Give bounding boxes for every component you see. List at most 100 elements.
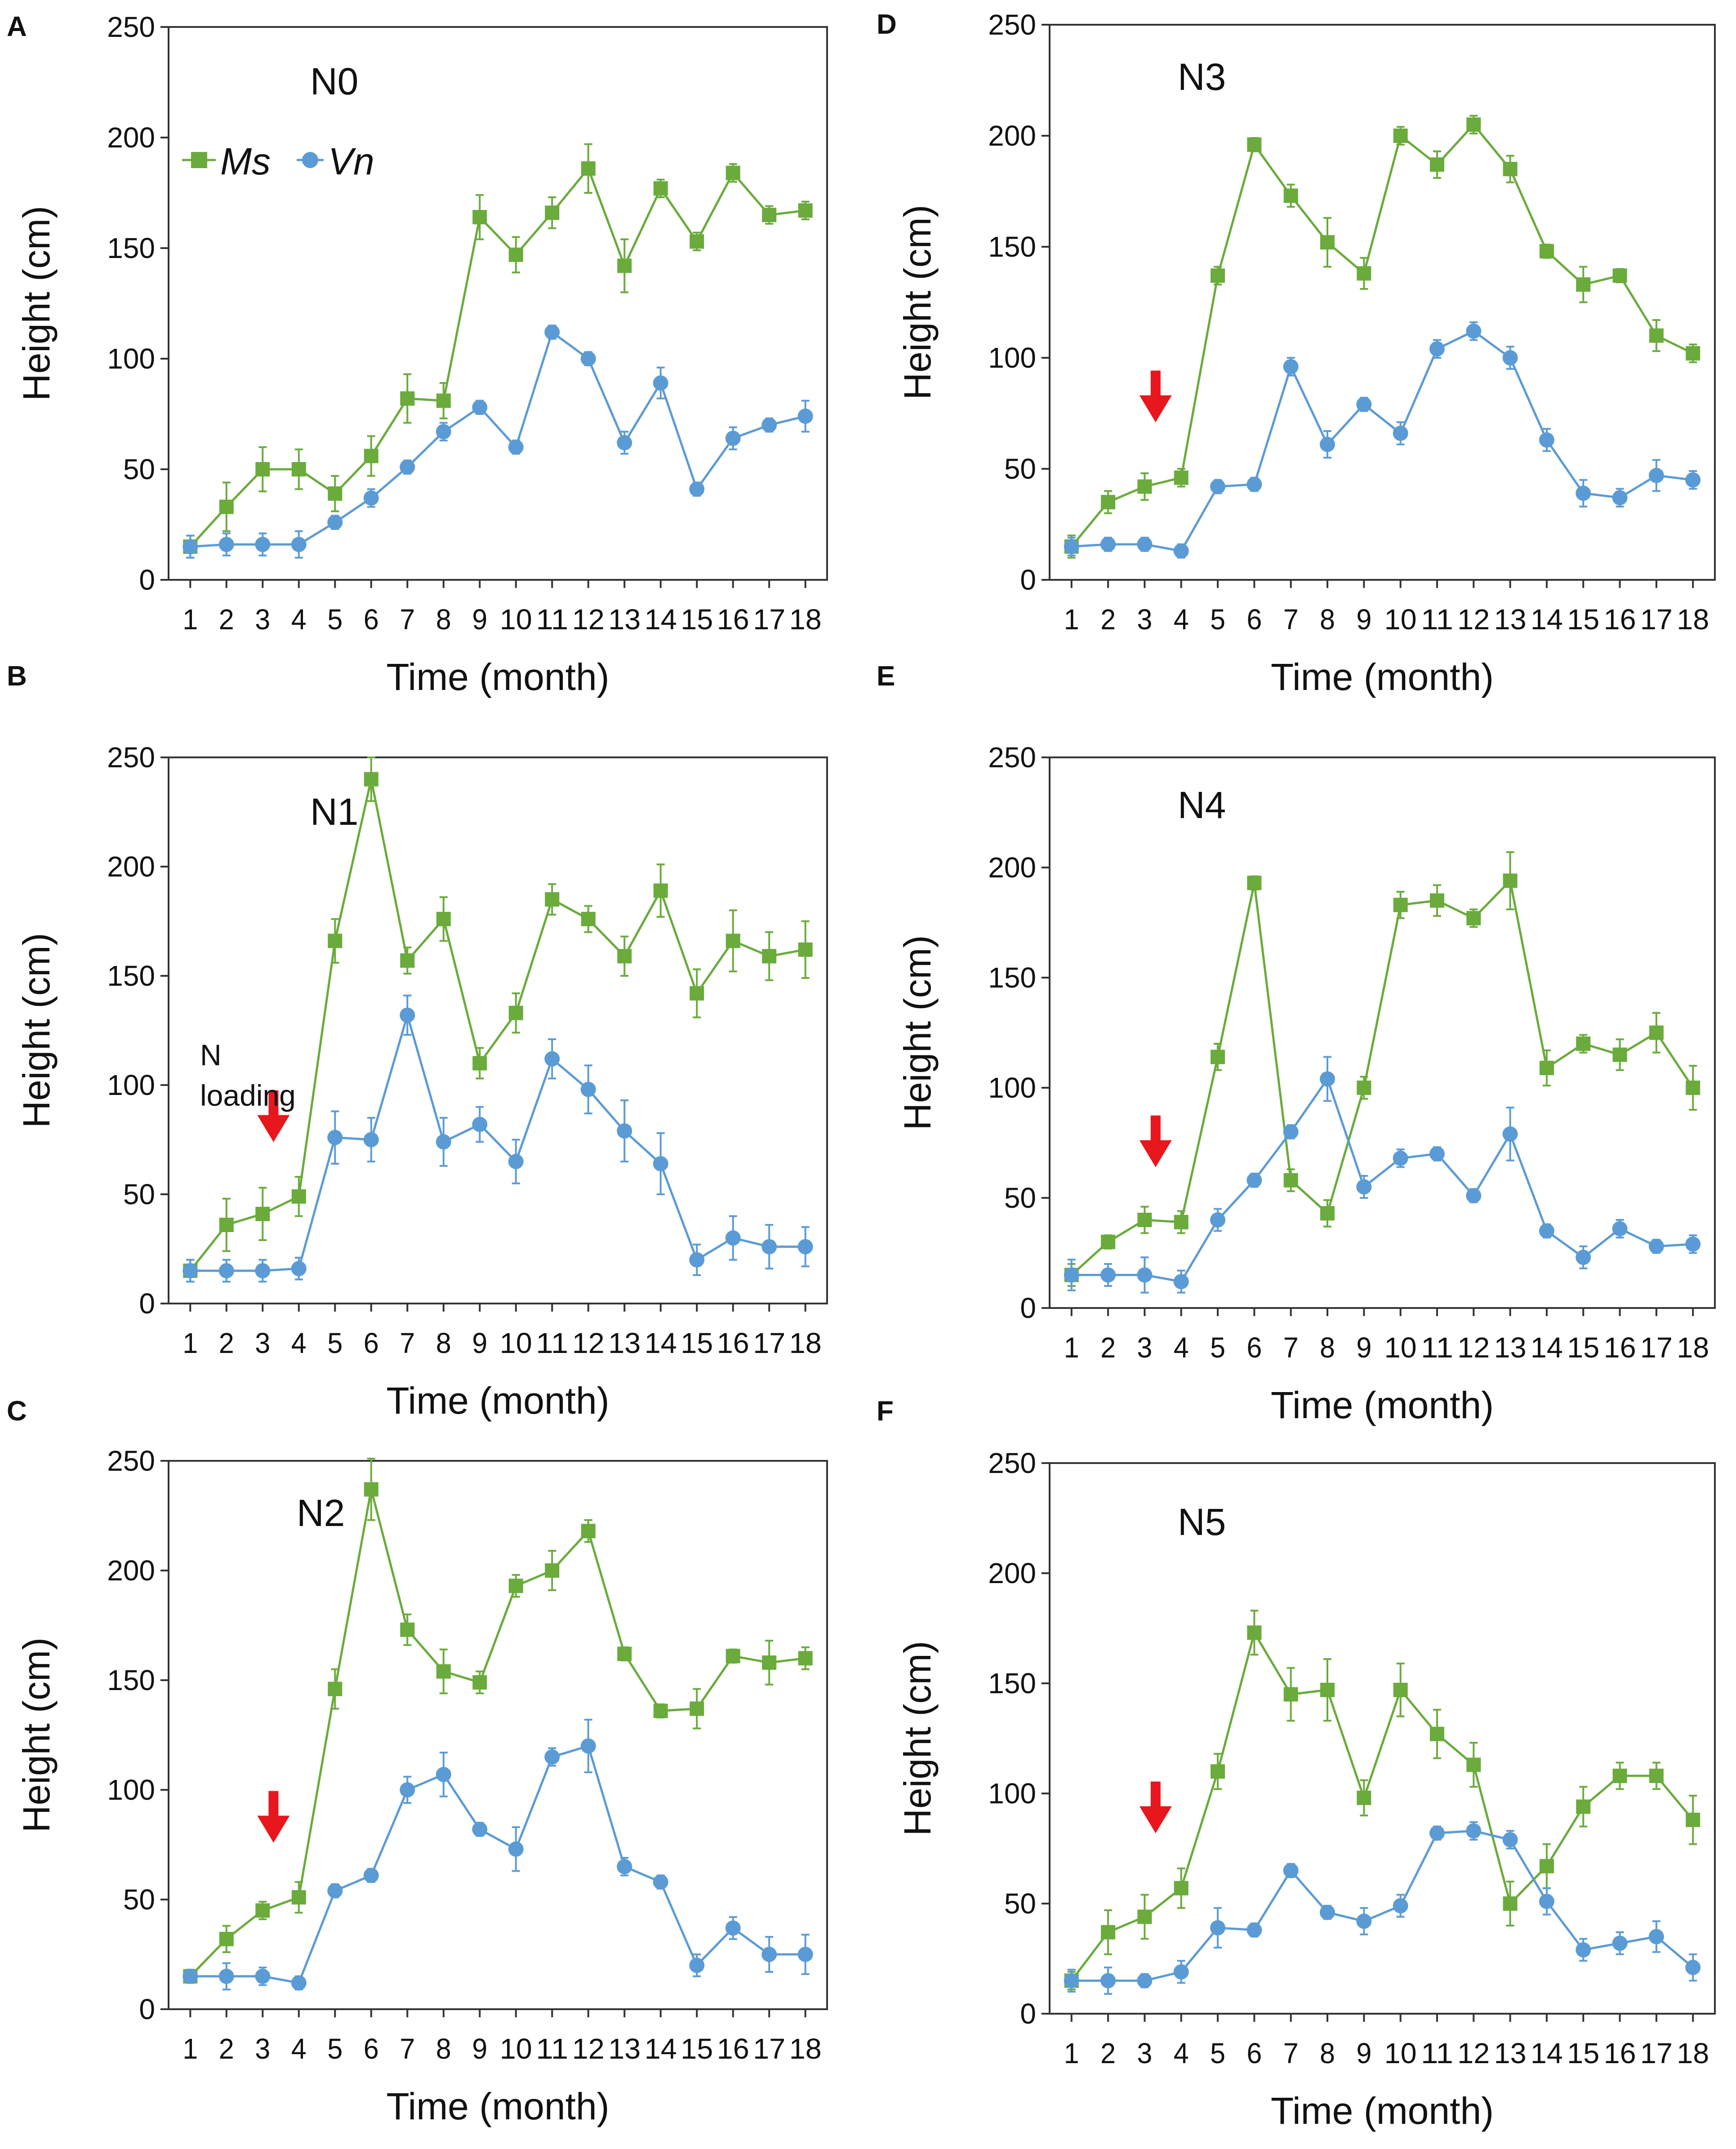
- data-point-vn: [1576, 485, 1591, 501]
- data-point-ms: [1429, 893, 1444, 908]
- x-tick-label: 13: [1494, 2037, 1527, 2069]
- x-tick-label: 18: [1677, 603, 1709, 636]
- data-point-ms: [653, 181, 668, 196]
- legend-label-vn: Vn: [328, 140, 374, 182]
- series-line: [1071, 329, 1693, 552]
- n-loading-arrow: [1139, 370, 1172, 423]
- data-point-vn: [1539, 1894, 1554, 1909]
- x-tick-label: 5: [327, 1327, 343, 1359]
- x-tick-label: 16: [1604, 2037, 1636, 2069]
- x-tick-label: 7: [400, 1327, 415, 1359]
- data-point-vn: [1393, 425, 1408, 441]
- n-loading-arrow: [257, 1791, 290, 1843]
- x-tick-label: 5: [1210, 2037, 1225, 2069]
- data-point-ms: [508, 247, 523, 262]
- data-point-vn: [218, 1263, 234, 1279]
- x-tick-label: 10: [1384, 603, 1417, 636]
- data-point-vn: [1210, 1920, 1226, 1935]
- y-axis-label: Height (cm): [896, 1641, 939, 1836]
- x-tick-label: 10: [500, 603, 532, 636]
- data-point-ms: [1612, 1768, 1627, 1783]
- series-vn: [183, 1718, 813, 1991]
- x-tick-label: 11: [536, 2033, 568, 2065]
- data-point-vn: [291, 1975, 307, 1991]
- data-point-vn: [725, 1920, 741, 1936]
- data-point-ms: [1174, 470, 1188, 485]
- x-tick-label: 1: [1064, 1331, 1079, 1364]
- x-tick-label: 11: [1421, 1331, 1453, 1364]
- data-point-ms: [581, 912, 596, 926]
- x-tick-label: 4: [291, 2033, 307, 2065]
- y-tick-label: 100: [988, 1777, 1036, 1810]
- data-point-vn: [580, 1738, 596, 1754]
- data-point-vn: [1173, 543, 1189, 559]
- y-tick-label: 100: [107, 1069, 155, 1101]
- data-point-ms: [617, 258, 632, 273]
- n-loading-arrow: [257, 1090, 290, 1142]
- data-point-ms: [726, 165, 740, 180]
- x-tick-label: 16: [717, 1327, 749, 1359]
- x-tick-label: 5: [1210, 1331, 1225, 1364]
- data-point-ms: [581, 161, 596, 176]
- y-tick-label: 50: [1004, 1887, 1036, 1920]
- data-point-vn: [1064, 538, 1079, 554]
- data-point-ms: [1174, 1881, 1188, 1895]
- panel-letter: A: [7, 11, 27, 42]
- data-point-vn: [1246, 1172, 1262, 1188]
- x-tick-label: 4: [1174, 1331, 1189, 1364]
- data-point-ms: [255, 462, 270, 476]
- series-line: [190, 1011, 806, 1272]
- x-tick-label: 12: [1457, 1331, 1490, 1364]
- data-point-ms: [255, 1903, 270, 1918]
- data-point-ms: [291, 1890, 306, 1905]
- data-point-ms: [436, 393, 451, 408]
- data-point-vn: [1320, 1071, 1335, 1087]
- y-tick-label: 200: [107, 1554, 155, 1587]
- y-tick-label: 50: [123, 453, 155, 485]
- x-tick-label: 6: [364, 603, 379, 636]
- data-point-vn: [689, 1252, 705, 1268]
- y-tick-label: 100: [988, 1072, 1036, 1104]
- data-point-vn: [1393, 1898, 1408, 1913]
- data-point-vn: [1137, 536, 1153, 552]
- x-tick-label: 16: [1604, 1331, 1636, 1364]
- y-tick-label: 150: [988, 1667, 1036, 1700]
- x-tick-label: 7: [1283, 2037, 1299, 2069]
- data-point-ms: [436, 912, 451, 926]
- data-point-ms: [1429, 1726, 1444, 1741]
- data-point-vn: [1137, 1973, 1153, 1989]
- series-ms: [1064, 851, 1700, 1287]
- data-point-vn: [544, 1051, 560, 1067]
- data-point-ms: [1320, 235, 1335, 250]
- arrow-shaft: [268, 1791, 279, 1819]
- y-tick-label: 100: [107, 1774, 155, 1806]
- annotation-n: N: [200, 1038, 222, 1072]
- data-point-vn: [1356, 1179, 1372, 1195]
- x-tick-label: 9: [472, 603, 487, 636]
- x-tick-label: 12: [572, 2033, 605, 2065]
- data-point-ms: [1101, 495, 1116, 510]
- data-point-ms: [1247, 876, 1262, 890]
- data-point-vn: [1612, 1935, 1628, 1951]
- data-point-ms: [1247, 1625, 1262, 1640]
- x-tick-label: 12: [572, 603, 605, 636]
- data-point-ms: [690, 986, 704, 1001]
- x-tick-label: 7: [1283, 1331, 1299, 1364]
- data-point-vn: [472, 1821, 488, 1837]
- x-tick-label: 10: [1384, 2037, 1417, 2069]
- y-tick-label: 0: [139, 564, 155, 596]
- data-point-vn: [1685, 472, 1701, 488]
- arrow-head-icon: [1139, 1806, 1172, 1833]
- data-point-vn: [761, 1947, 777, 1962]
- data-point-ms: [1211, 1050, 1225, 1064]
- data-point-vn: [255, 1968, 271, 1984]
- series-vn: [1064, 1056, 1701, 1294]
- x-tick-label: 15: [681, 1327, 713, 1359]
- data-point-vn: [1576, 1250, 1591, 1265]
- data-point-ms: [364, 449, 378, 463]
- data-point-vn: [327, 1883, 343, 1899]
- data-point-vn: [725, 1230, 741, 1246]
- y-tick-label: 250: [107, 741, 155, 774]
- x-tick-label: 1: [1064, 603, 1079, 636]
